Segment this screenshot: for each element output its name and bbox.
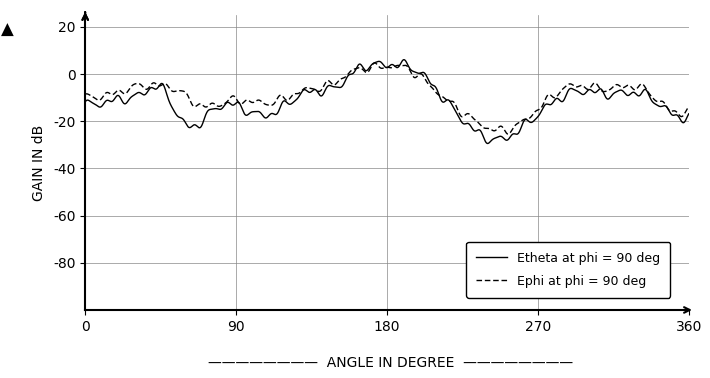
Etheta at phi = 90 deg xyxy=(484,141,492,146)
Line: Ephi at phi = 90 deg: Ephi at phi = 90 deg xyxy=(85,63,689,134)
Etheta at phi = 90 deg xyxy=(446,99,454,104)
Ephi at phi = 90 deg xyxy=(371,60,379,65)
Etheta at phi = 90 deg xyxy=(684,112,693,116)
Ephi at phi = 90 deg xyxy=(446,99,454,104)
Line: Etheta at phi = 90 deg: Etheta at phi = 90 deg xyxy=(85,60,689,144)
Etheta at phi = 90 deg xyxy=(684,112,693,116)
Etheta at phi = 90 deg xyxy=(249,109,258,114)
Ephi at phi = 90 deg xyxy=(249,100,258,105)
Ephi at phi = 90 deg xyxy=(504,132,513,136)
Etheta at phi = 90 deg xyxy=(81,99,89,104)
Y-axis label: GAIN IN dB: GAIN IN dB xyxy=(32,124,46,201)
Etheta at phi = 90 deg xyxy=(628,91,636,95)
Ephi at phi = 90 deg xyxy=(210,102,219,106)
Ephi at phi = 90 deg xyxy=(81,92,89,96)
Ephi at phi = 90 deg xyxy=(684,105,693,109)
Etheta at phi = 90 deg xyxy=(210,107,219,111)
Text: ————————  ANGLE IN DEGREE  ————————: ———————— ANGLE IN DEGREE ———————— xyxy=(208,356,573,370)
Ephi at phi = 90 deg xyxy=(684,105,693,109)
Ephi at phi = 90 deg xyxy=(628,85,636,90)
Etheta at phi = 90 deg xyxy=(457,119,465,123)
Legend: Etheta at phi = 90 deg, Ephi at phi = 90 deg: Etheta at phi = 90 deg, Ephi at phi = 90… xyxy=(466,242,670,298)
Etheta at phi = 90 deg xyxy=(400,57,408,62)
Text: ▲: ▲ xyxy=(1,21,13,39)
Ephi at phi = 90 deg xyxy=(457,114,465,118)
